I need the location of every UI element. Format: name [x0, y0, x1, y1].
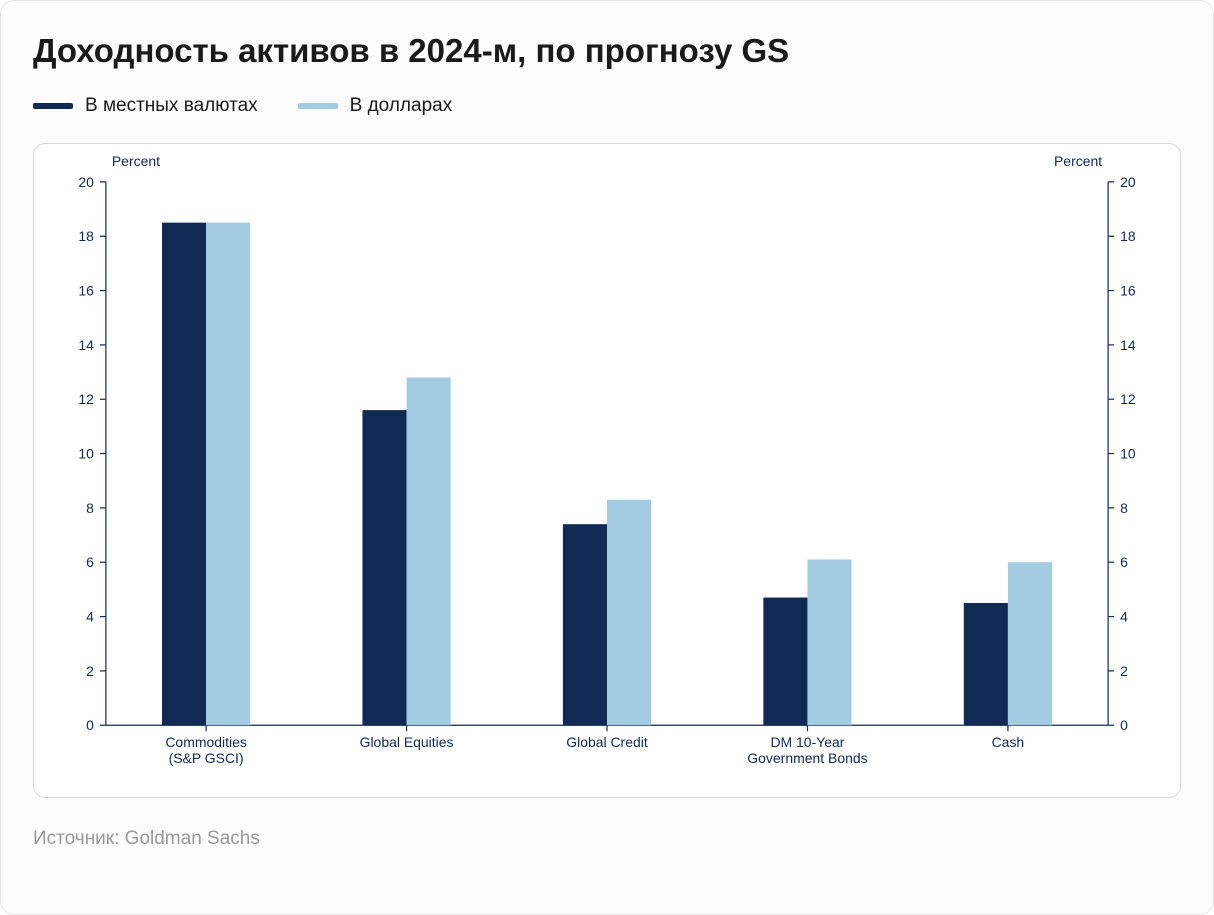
svg-text:Percent: Percent — [112, 153, 160, 169]
legend-item-local: В местных валютах — [33, 95, 258, 117]
svg-text:12: 12 — [1120, 391, 1136, 407]
bar-usd — [607, 499, 651, 724]
bar-local — [162, 222, 206, 725]
svg-text:0: 0 — [1120, 717, 1128, 733]
svg-text:4: 4 — [1120, 608, 1128, 624]
svg-text:16: 16 — [78, 282, 94, 298]
svg-text:18: 18 — [78, 228, 94, 244]
svg-text:8: 8 — [1120, 499, 1128, 515]
svg-text:2: 2 — [1120, 662, 1128, 678]
bar-local — [362, 410, 406, 725]
bar-chart: Percent Percent 0 0 2 2 4 4 6 6 8 8 10 10 12 12 14 14 16 16… — [34, 144, 1180, 797]
chart-frame: Percent Percent 0 0 2 2 4 4 6 6 8 8 10 10 12 12 14 14 16 16… — [33, 143, 1181, 798]
x-axis-label: Global Equities — [360, 734, 454, 750]
svg-text:0: 0 — [86, 717, 94, 733]
svg-text:Percent: Percent — [1054, 153, 1102, 169]
svg-text:16: 16 — [1120, 282, 1136, 298]
bar-usd — [1008, 562, 1052, 725]
svg-text:20: 20 — [1120, 173, 1136, 189]
legend-label-local: В местных валютах — [85, 95, 258, 117]
bar-usd — [407, 377, 451, 725]
legend-item-usd: В долларах — [298, 95, 453, 117]
legend: В местных валютах В долларах — [33, 95, 1181, 117]
svg-text:14: 14 — [1120, 336, 1136, 352]
x-axis-label: Commodities — [165, 734, 246, 750]
x-axis-label: DM 10-Year — [770, 734, 844, 750]
chart-card: Доходность активов в 2024-м, по прогнозу… — [0, 0, 1214, 915]
svg-text:20: 20 — [78, 173, 94, 189]
svg-text:18: 18 — [1120, 228, 1136, 244]
svg-text:4: 4 — [86, 608, 94, 624]
x-axis-label: Government Bonds — [747, 750, 867, 766]
bar-usd — [807, 559, 851, 725]
svg-text:12: 12 — [78, 391, 94, 407]
svg-text:6: 6 — [86, 554, 94, 570]
svg-text:2: 2 — [86, 662, 94, 678]
bar-local — [563, 524, 607, 725]
bar-usd — [206, 222, 250, 725]
source-text: Источник: Goldman Sachs — [33, 828, 1181, 850]
svg-text:8: 8 — [86, 499, 94, 515]
x-axis-label: Global Credit — [566, 734, 648, 750]
legend-swatch-local — [33, 103, 73, 109]
svg-text:10: 10 — [78, 445, 94, 461]
x-axis-label: (S&P GSCI) — [169, 750, 244, 766]
page-title: Доходность активов в 2024-м, по прогнозу… — [33, 31, 1181, 71]
svg-text:14: 14 — [78, 336, 94, 352]
svg-text:6: 6 — [1120, 554, 1128, 570]
legend-label-usd: В долларах — [350, 95, 453, 117]
x-axis-label: Cash — [992, 734, 1025, 750]
bar-local — [763, 597, 807, 725]
legend-swatch-usd — [298, 103, 338, 109]
bar-local — [964, 603, 1008, 725]
svg-text:10: 10 — [1120, 445, 1136, 461]
